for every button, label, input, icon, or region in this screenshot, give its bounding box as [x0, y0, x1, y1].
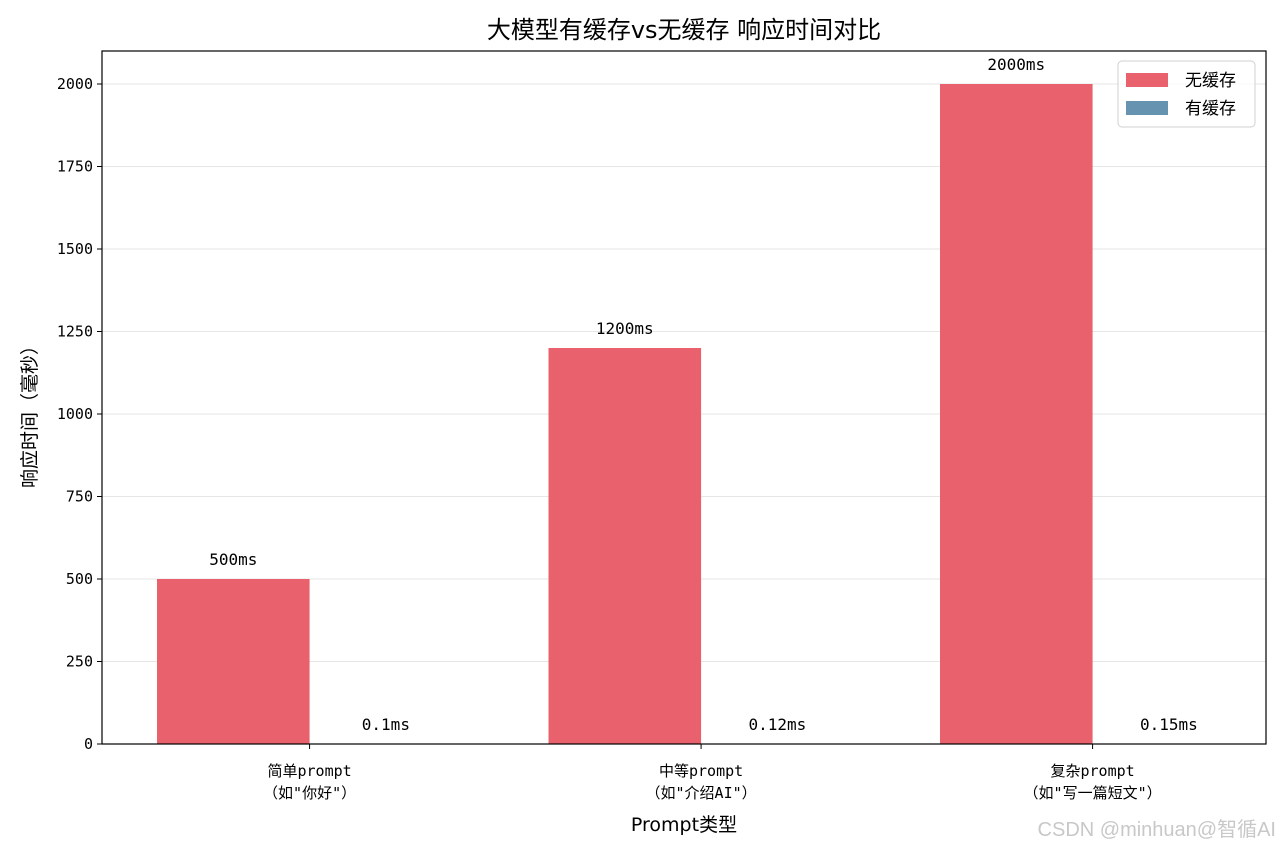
- y-tick-label: 1750: [57, 158, 93, 176]
- bar: [940, 84, 1093, 744]
- legend-swatch: [1126, 73, 1168, 87]
- x-tick-label: 简单prompt: [267, 762, 351, 780]
- data-label: 2000ms: [987, 55, 1045, 74]
- y-tick-label: 1500: [57, 240, 93, 258]
- y-tick-label: 750: [66, 488, 93, 506]
- plot-frame: [101, 50, 1267, 745]
- data-label: 0.1ms: [362, 715, 410, 734]
- legend-label: 有缓存: [1185, 99, 1236, 119]
- legend-label: 无缓存: [1185, 71, 1236, 91]
- x-tick-label: （如"你好"）: [263, 784, 356, 802]
- chart-title: 大模型有缓存vs无缓存 响应时间对比: [487, 16, 881, 44]
- x-tick-label: （如"写一篇短文"）: [1024, 784, 1162, 802]
- y-axis: 0 250 500 750 1000 1250 1500 1750 2000: [57, 75, 102, 753]
- data-label: 500ms: [209, 550, 257, 569]
- data-labels: 500ms 1200ms 2000ms 0.1ms 0.12ms 0.15ms: [209, 55, 1198, 734]
- x-tick-label: （如"介绍AI"）: [646, 784, 757, 802]
- x-tick-label: 复杂prompt: [1050, 762, 1134, 780]
- y-tick-label: 500: [66, 570, 93, 588]
- y-tick-label: 1250: [57, 323, 93, 341]
- x-tick-label: 中等prompt: [659, 762, 743, 780]
- legend-swatch: [1126, 101, 1168, 115]
- x-axis: 简单prompt （如"你好"） 中等prompt （如"介绍AI"） 复杂prompt…: [263, 744, 1162, 802]
- y-axis-label: 响应时间（毫秒）: [19, 336, 41, 488]
- x-axis-label: Prompt类型: [631, 814, 737, 836]
- y-tick-label: 2000: [57, 75, 93, 93]
- y-tick-label: 1000: [57, 405, 93, 423]
- y-tick-label: 0: [84, 735, 93, 753]
- y-tick-label: 250: [66, 653, 93, 671]
- data-label: 1200ms: [596, 319, 654, 338]
- bar: [548, 348, 702, 744]
- data-label: 0.15ms: [1140, 715, 1198, 734]
- data-label: 0.12ms: [748, 715, 806, 734]
- bars: [157, 84, 1246, 744]
- watermark: CSDN @minhuan@智循AI: [1038, 818, 1276, 841]
- bar: [157, 579, 310, 744]
